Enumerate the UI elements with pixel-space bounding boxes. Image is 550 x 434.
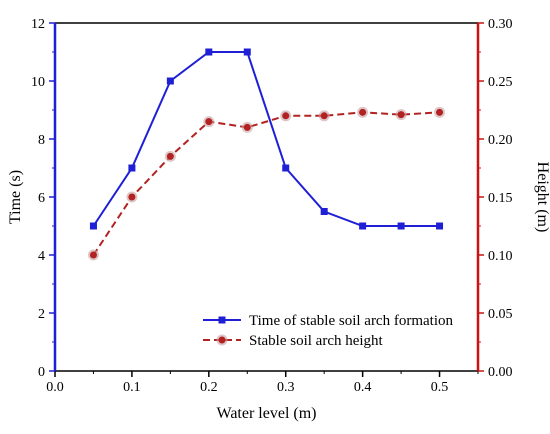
circle-marker [128,193,136,201]
y-right-tick-label: 0.15 [488,191,513,206]
y-right-tick-label: 0.00 [488,365,513,380]
y-right-tick-label: 0.10 [488,249,513,264]
x-axis-title: Water level (m) [217,405,317,422]
legend: Time of stable soil arch formation Stable… [203,313,453,349]
square-marker [205,48,213,56]
y-left-axis-title: Time (s) [7,170,24,224]
y-left-tick-label: 4 [38,249,45,264]
circle-marker [359,108,367,116]
square-marker [320,208,328,215]
y-right-tick-label: 0.20 [488,133,513,148]
circle-marker [320,112,328,120]
y-left-tick-label: 10 [31,75,45,90]
legend-entry: Time of stable soil arch formation [203,313,453,329]
square-marker [282,164,290,172]
circle-marker [436,108,444,116]
y-right-tick-label: 0.25 [488,75,513,90]
axes: 0.0 0.1 0.2 0.3 0.4 0.5 0 2 4 6 8 10 12 0.00 0.05 0.10 0… [31,17,513,395]
square-marker [359,222,367,230]
x-tick-label: 0.4 [354,380,372,395]
square-marker [397,222,405,230]
y-right-tick-label: 0.30 [488,17,513,32]
series-2 [87,106,446,261]
y-left-tick-label: 0 [38,365,45,380]
circle-marker [218,336,226,344]
x-tick-label: 0.3 [277,380,295,395]
x-tick-label: 0.5 [431,380,449,395]
square-marker [243,48,251,56]
y-left-tick-label: 2 [38,307,45,322]
circle-marker [205,118,213,126]
y-right-tick-label: 0.05 [488,307,513,322]
square-marker [128,164,136,172]
square-marker [218,316,226,324]
circle-marker [89,251,97,259]
legend-label: Time of stable soil arch formation [249,313,453,329]
y-right-axis-title: Height (m) [534,162,550,233]
y-left-tick-label: 12 [31,17,45,32]
plot-area [87,48,446,261]
legend-label: Stable soil arch height [249,333,384,349]
series-line [92,111,440,256]
square-marker [436,222,444,230]
x-tick-label: 0.1 [123,380,141,395]
circle-marker [282,112,290,120]
circle-marker [166,152,174,160]
series-1 [89,48,444,230]
square-marker [166,77,174,85]
x-tick-label: 0.2 [200,380,218,395]
circle-marker [397,111,405,119]
square-marker [89,222,97,230]
series-line [92,51,440,227]
y-left-tick-label: 6 [38,191,45,206]
x-tick-label: 0.0 [46,380,64,395]
circle-marker [243,123,251,131]
legend-entry: Stable soil arch height [203,333,384,349]
y-left-tick-label: 8 [38,133,45,148]
